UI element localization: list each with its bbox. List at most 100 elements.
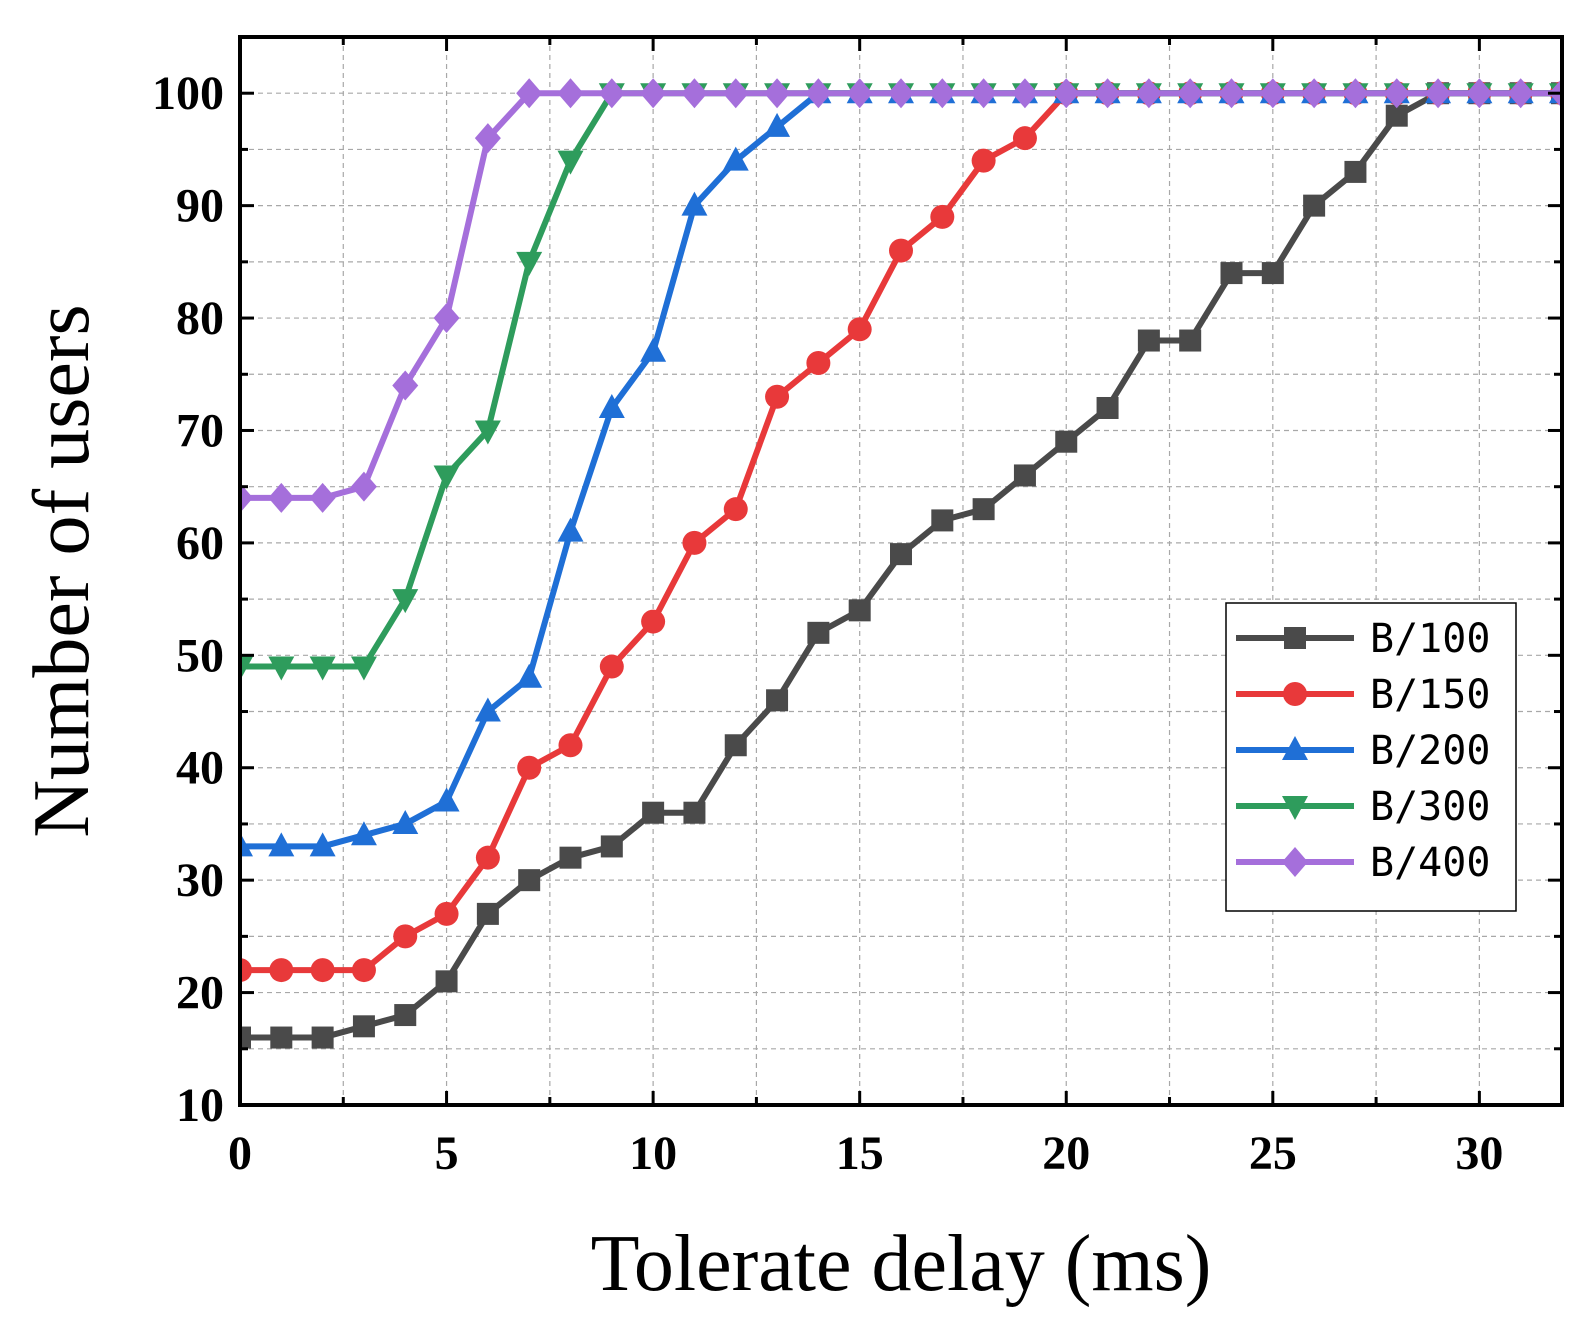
data-point: [1218, 78, 1245, 109]
y-tick-label: 30: [176, 854, 224, 907]
data-point: [1135, 78, 1162, 109]
data-point: [392, 370, 419, 401]
data-point: [240, 832, 253, 857]
data-point: [269, 958, 294, 983]
legend-item: B/400: [1236, 840, 1490, 886]
data-point: [557, 517, 584, 542]
data-point: [557, 150, 584, 175]
data-point: [681, 191, 708, 216]
data-point: [681, 78, 708, 109]
series-b-400: [240, 78, 1562, 513]
data-point: [1383, 78, 1410, 109]
data-point: [1507, 78, 1534, 109]
data-point: [270, 1026, 293, 1049]
data-point: [559, 846, 582, 869]
data-point: [722, 146, 749, 171]
data-point: [642, 801, 665, 824]
legend-label: B/400: [1370, 840, 1490, 886]
data-point: [268, 656, 295, 681]
data-point: [1055, 430, 1078, 453]
data-point: [972, 498, 995, 521]
data-point: [1303, 194, 1326, 217]
data-point: [350, 656, 377, 681]
data-point: [309, 832, 336, 857]
data-point: [268, 482, 295, 513]
legend-swatch-marker: [1283, 682, 1307, 706]
data-point: [309, 656, 336, 681]
data-point: [1261, 262, 1284, 285]
x-tick-label: 15: [836, 1127, 884, 1180]
x-tick-label: 30: [1455, 1127, 1503, 1180]
legend-label: B/150: [1370, 672, 1490, 718]
data-point: [930, 204, 955, 229]
data-point: [434, 901, 459, 926]
data-point: [1137, 329, 1160, 352]
data-point: [557, 78, 584, 109]
data-point: [807, 621, 830, 644]
data-point: [268, 832, 295, 857]
x-tick-label: 25: [1249, 1127, 1297, 1180]
y-tick-label: 50: [176, 629, 224, 682]
data-point: [474, 697, 501, 722]
y-tick-label: 20: [176, 967, 224, 1020]
legend-item: B/100: [1236, 616, 1490, 662]
tick-layer: [238, 35, 1562, 1107]
y-tick-label: 10: [176, 1079, 224, 1132]
data-point: [1466, 78, 1493, 109]
data-point: [766, 689, 789, 712]
data-point: [558, 733, 583, 758]
data-point: [516, 78, 543, 109]
data-point: [722, 78, 749, 109]
data-point: [848, 599, 871, 622]
data-point: [518, 869, 541, 892]
data-point: [350, 821, 377, 846]
y-tick-label: 40: [176, 742, 224, 795]
data-point: [1179, 329, 1202, 352]
y-tick-label: 90: [176, 180, 224, 233]
data-point: [1094, 78, 1121, 109]
legend-item: B/300: [1236, 784, 1490, 830]
x-tick-label: 0: [228, 1127, 252, 1180]
data-point: [311, 1026, 334, 1049]
data-point: [598, 393, 625, 418]
data-point: [474, 420, 501, 445]
data-point: [476, 902, 499, 925]
data-point: [1259, 78, 1286, 109]
x-tick-label: 10: [629, 1127, 677, 1180]
data-point: [1053, 78, 1080, 109]
data-point: [240, 656, 253, 681]
data-point: [433, 303, 460, 334]
legend-item: B/150: [1236, 672, 1490, 718]
y-tick-label: 100: [152, 67, 224, 120]
data-point: [351, 958, 376, 983]
data-point: [516, 251, 543, 276]
data-point: [805, 78, 832, 109]
data-point: [889, 238, 913, 263]
data-point: [764, 78, 791, 109]
data-point: [890, 543, 912, 566]
data-point: [970, 78, 997, 109]
data-point: [433, 465, 460, 490]
data-point: [240, 482, 253, 513]
data-point: [1342, 78, 1369, 109]
data-point: [723, 497, 748, 522]
data-point: [392, 809, 419, 834]
data-point: [931, 509, 954, 532]
data-point: [640, 78, 667, 109]
legend-swatch-marker: [1282, 796, 1308, 820]
data-point: [435, 970, 458, 993]
legend: B/100 B/150 B/200 B/300 B/400: [1225, 602, 1517, 912]
label-layer: 0 5 10 15 20 25 30 10 20 30 40 50 60 70 80 90 100: [152, 67, 1503, 1180]
data-point: [1096, 396, 1119, 419]
data-point: [1011, 78, 1038, 109]
data-point: [929, 78, 956, 109]
legend-label: B/100: [1370, 616, 1490, 662]
data-point: [350, 471, 377, 502]
y-tick-label: 70: [176, 404, 224, 457]
data-point: [764, 112, 791, 137]
data-point: [599, 654, 624, 679]
y-axis-title: Number of users: [18, 304, 106, 837]
data-point: [1220, 262, 1243, 285]
x-axis-title: Tolerate delay (ms): [591, 1220, 1212, 1308]
